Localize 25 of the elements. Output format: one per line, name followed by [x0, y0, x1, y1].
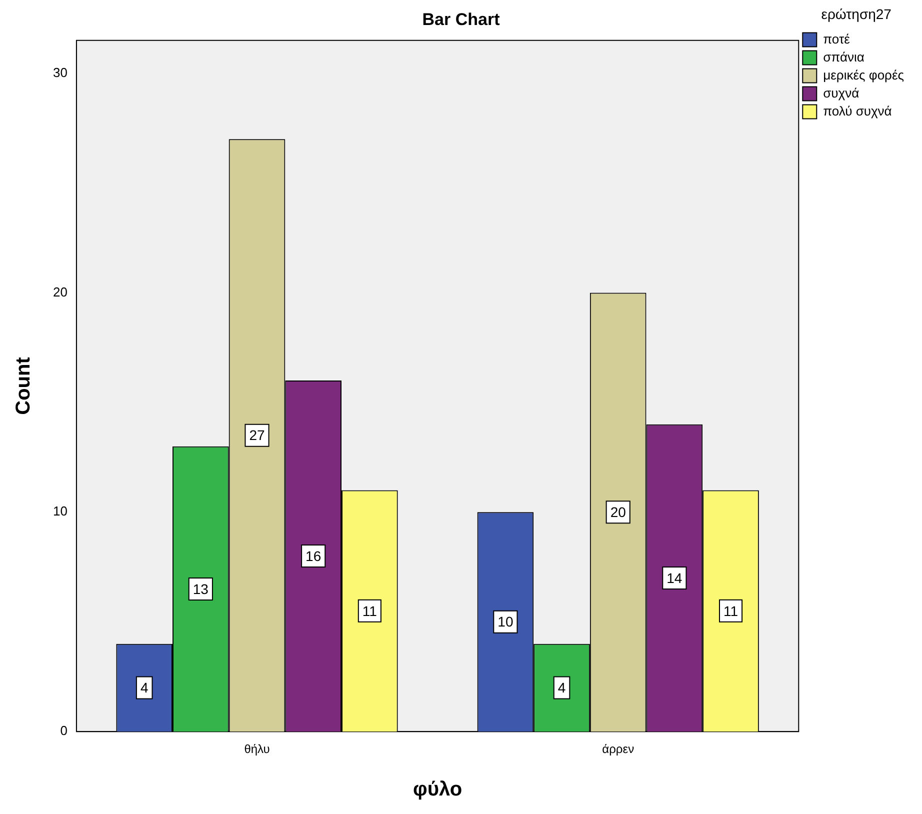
y-tick-label: 30 [52, 64, 68, 80]
data-label: 11 [723, 602, 738, 619]
data-label: 4 [140, 680, 148, 696]
data-label: 16 [306, 548, 322, 564]
y-tick-label: 20 [52, 284, 68, 300]
y-tick-label: 0 [60, 723, 68, 738]
data-label: 13 [192, 580, 209, 597]
legend-label: ποτέ [823, 31, 850, 46]
data-label: 10 [498, 614, 514, 630]
x-tick-label: θήλυ [244, 742, 270, 756]
data-label: 14 [666, 570, 682, 586]
data-label: 11 [362, 602, 378, 619]
x-tick-label: άρρεν [602, 742, 634, 756]
legend-label: πολύ συχνά [823, 103, 892, 118]
x-axis-title: φύλο [413, 778, 462, 801]
legend-title: ερώτηση27 [821, 6, 892, 22]
y-axis-title: Count [12, 356, 35, 415]
legend-label: σπάνια [823, 49, 865, 64]
data-label: 27 [249, 427, 266, 444]
y-tick-label: 10 [52, 504, 68, 519]
legend-label: συχνά [823, 85, 860, 100]
data-label: 20 [610, 504, 626, 520]
legend-label: μερικές φορές [823, 67, 904, 82]
chart-title: Bar Chart [422, 10, 500, 29]
data-label: 4 [558, 680, 566, 696]
